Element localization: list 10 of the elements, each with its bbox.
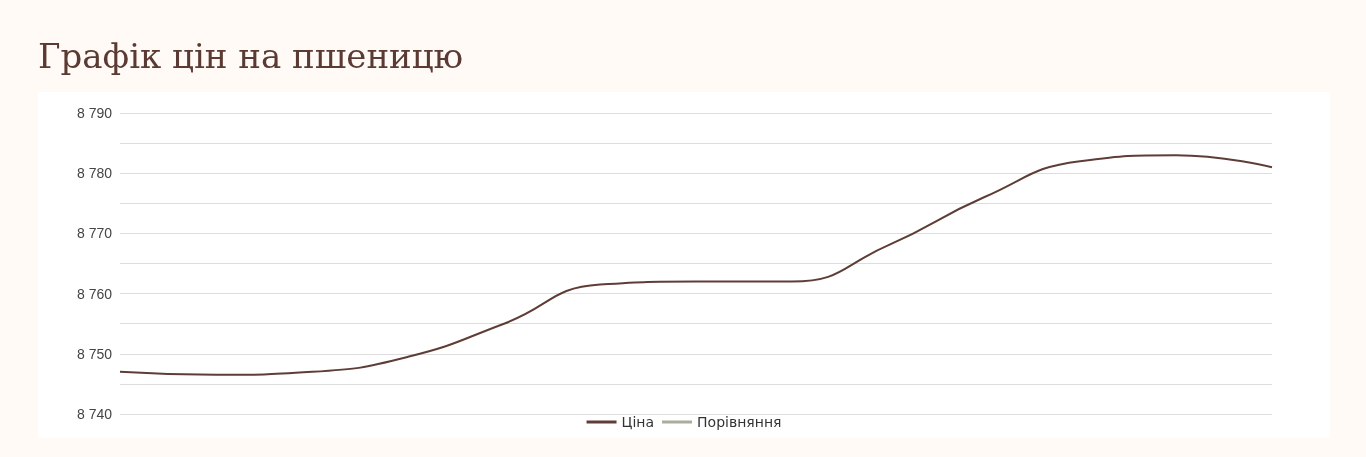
y-tick-label: 8 790 — [76, 105, 113, 121]
y-tick-label: 8 740 — [76, 406, 113, 422]
chart-title: Графік цін на пшеницю — [38, 36, 464, 76]
y-tick-label: 8 770 — [76, 225, 113, 242]
line-series — [119, 154, 1273, 376]
legend-label: Порівняння — [697, 414, 782, 430]
y-tick-label: 8 780 — [76, 165, 113, 182]
y-tick-label: 8 750 — [76, 345, 113, 362]
legend-label: Ціна — [621, 414, 655, 430]
y-tick-label: 8 760 — [76, 285, 113, 302]
